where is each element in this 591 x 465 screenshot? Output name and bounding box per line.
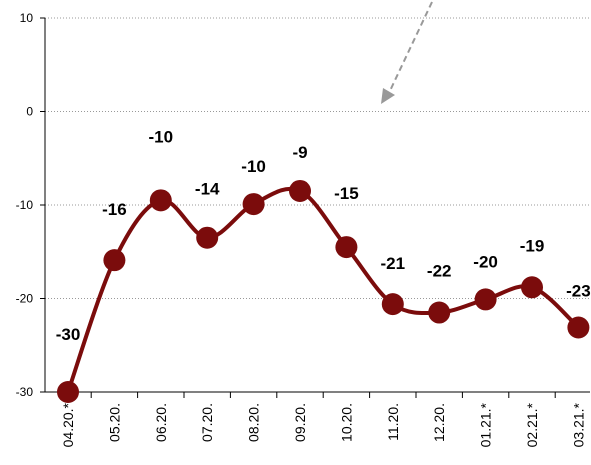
marker [242, 193, 265, 216]
y-tick-label: -20 [16, 292, 34, 306]
x-tick-label: 10.20. [338, 403, 354, 442]
marker [335, 236, 358, 259]
marker [428, 301, 451, 324]
marker [196, 226, 219, 249]
data-label: -15 [334, 184, 359, 203]
data-label: -14 [195, 180, 220, 199]
x-tick-label: 02.21.* [524, 402, 540, 447]
data-label: -16 [102, 200, 127, 219]
x-tick-label: 09.20. [292, 403, 308, 442]
x-tick-label: 12.20. [431, 403, 447, 442]
x-tick-label: 08.20. [246, 403, 262, 442]
y-tick-label: -10 [16, 198, 34, 212]
y-tick-label: -30 [16, 385, 34, 399]
data-label: -30 [56, 325, 81, 344]
y-tick-label: 0 [26, 105, 33, 119]
marker [521, 276, 543, 299]
marker [103, 249, 126, 272]
annotation-arrow [387, 1, 433, 96]
data-label: -10 [241, 157, 266, 176]
data-label: -9 [292, 143, 307, 162]
x-tick-label: 04.20.* [60, 402, 76, 447]
marker [57, 381, 79, 403]
marker [289, 179, 311, 202]
data-label: -10 [149, 127, 174, 146]
data-label: -22 [427, 262, 452, 281]
x-tick-label: 11.20. [385, 403, 401, 441]
x-tick-label: 05.20. [106, 403, 122, 442]
data-label: -23 [566, 281, 591, 300]
x-tick-label: 07.20. [199, 403, 215, 442]
x-tick-label: 06.20. [153, 403, 169, 442]
marker [567, 316, 590, 339]
marker [149, 189, 172, 212]
y-tick-label: 10 [20, 11, 34, 25]
x-tick-label: 01.21.* [478, 402, 494, 447]
marker [474, 288, 497, 311]
x-tick-label: 03.21.* [570, 402, 586, 447]
line [66, 186, 580, 393]
data-label: -21 [381, 254, 406, 273]
data-label: -20 [473, 252, 498, 271]
annotation-arrowhead [381, 88, 395, 104]
data-label: -19 [520, 236, 545, 255]
marker [381, 293, 404, 316]
